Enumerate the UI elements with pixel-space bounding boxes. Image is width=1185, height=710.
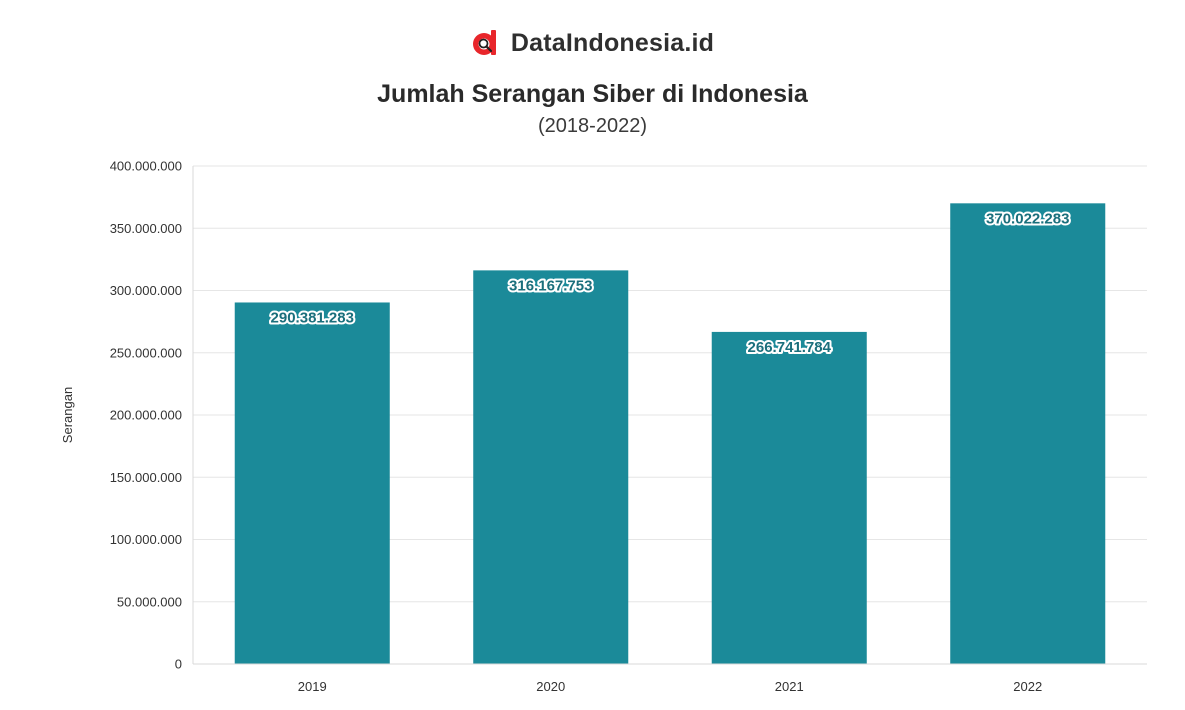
chart-title: Jumlah Serangan Siber di Indonesia bbox=[377, 80, 808, 108]
y-tick-label: 250.000.000 bbox=[110, 345, 182, 360]
y-tick-label: 200.000.000 bbox=[110, 408, 182, 423]
chart-subtitle: (2018-2022) bbox=[538, 115, 647, 137]
x-tick-label: 2022 bbox=[1013, 679, 1042, 694]
data-label-2021: 266.741.784 bbox=[748, 339, 832, 356]
y-tick-label: 0 bbox=[175, 657, 182, 672]
bar-2022[interactable] bbox=[950, 203, 1106, 664]
brand-header: DataIndonesia.id bbox=[0, 28, 1185, 58]
bar-2021[interactable] bbox=[711, 331, 867, 664]
bar-2019[interactable] bbox=[234, 302, 390, 664]
y-axis-title: Serangan bbox=[60, 387, 75, 443]
y-tick-label: 350.000.000 bbox=[110, 221, 182, 236]
x-tick-label: 2021 bbox=[775, 679, 804, 694]
bar-layer bbox=[234, 203, 1106, 664]
y-tick-label: 150.000.000 bbox=[110, 470, 182, 485]
brand-name: DataIndonesia.id bbox=[510, 28, 715, 57]
axis-layer: 0 50.000.000 100.000.000 150.000.000 200.000… bbox=[60, 159, 1147, 694]
data-label-2022: 370.022.283 bbox=[986, 210, 1069, 227]
x-tick-label: 2020 bbox=[536, 679, 565, 694]
data-label-2020: 316.167.753 bbox=[509, 277, 592, 294]
data-label-2019: 290.381.283 bbox=[271, 309, 354, 326]
dataindonesia-logo-icon bbox=[472, 30, 496, 55]
y-tick-label: 50.000.000 bbox=[117, 594, 182, 609]
x-tick-label: 2019 bbox=[298, 679, 327, 694]
label-layer: 290.381.283 316.167.753 266.741.784 370.022… bbox=[269, 208, 1072, 358]
y-tick-label: 100.000.000 bbox=[110, 532, 182, 547]
y-tick-label: 300.000.000 bbox=[110, 283, 182, 298]
bar-2020[interactable] bbox=[473, 270, 629, 664]
y-tick-label: 400.000.000 bbox=[110, 159, 182, 174]
